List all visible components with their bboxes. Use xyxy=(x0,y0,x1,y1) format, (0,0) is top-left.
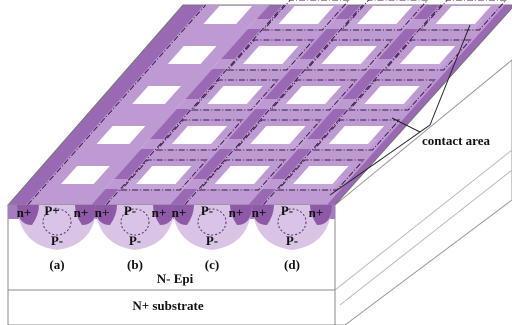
region-bottom-label: P- xyxy=(206,233,218,248)
region-top-label: n+ xyxy=(252,205,267,220)
region-top-label: n+ xyxy=(17,205,32,220)
region-top-label: n+ xyxy=(152,205,167,220)
region-top-label: P- xyxy=(281,203,293,218)
region-bottom-label: P- xyxy=(129,233,141,248)
region-top-label: n+ xyxy=(229,205,244,220)
region-top-label: n+ xyxy=(172,205,187,220)
annotation: contact area xyxy=(422,133,490,148)
region-top-label: n+ xyxy=(95,205,110,220)
region-label: (d) xyxy=(284,257,300,272)
region-top-label: P- xyxy=(201,203,213,218)
substrate-label: N+ substrate xyxy=(132,298,204,313)
region-label: (b) xyxy=(127,257,143,272)
region-top-label: n+ xyxy=(309,205,324,220)
region-top-label: n+ xyxy=(74,205,89,220)
region-top-label: P+ xyxy=(44,203,59,218)
region-label: (c) xyxy=(205,257,219,272)
device-diagram: n+ P+ n+ P- (a) n+ P-n+ P- (b) n+ P-n+ P- (c) n+ P-n+ P… xyxy=(0,0,512,325)
region-top-label: P- xyxy=(124,203,136,218)
region-label: (a) xyxy=(49,257,64,272)
region-bottom-label: P- xyxy=(286,233,298,248)
epi-label: N- Epi xyxy=(157,271,194,286)
region-bottom-label: P- xyxy=(51,233,63,248)
